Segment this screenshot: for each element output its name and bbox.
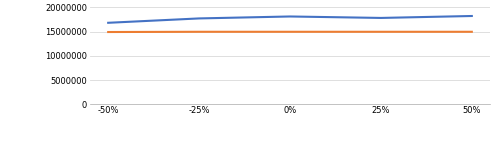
Total Cost After Rebate [196,31,202,33]
Total Cost Before Rebate [378,17,384,19]
Total Cost After Rebate [287,31,293,33]
Total Cost Before Rebate [105,22,111,24]
Line: Total Cost Before Rebate: Total Cost Before Rebate [108,16,472,23]
Total Cost Before Rebate [469,15,475,17]
Total Cost After Rebate [105,31,111,33]
Total Cost After Rebate [378,31,384,33]
Total Cost Before Rebate [287,16,293,17]
Total Cost After Rebate [469,31,475,33]
Total Cost Before Rebate [196,18,202,19]
